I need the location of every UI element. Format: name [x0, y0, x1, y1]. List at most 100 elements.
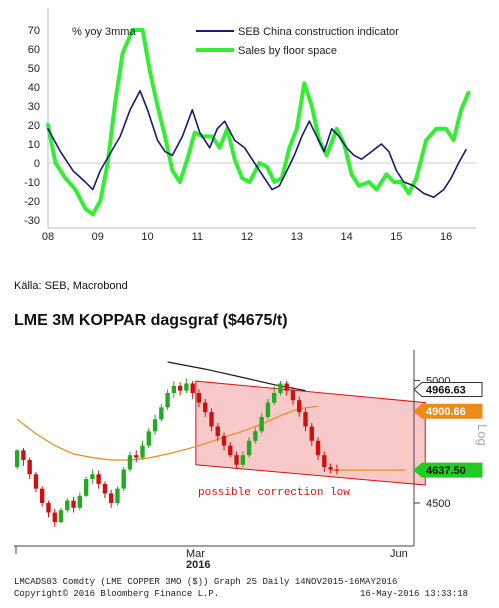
candle — [228, 442, 233, 458]
candle-body — [253, 431, 258, 441]
candle — [265, 399, 271, 420]
candle-body — [108, 493, 114, 503]
candle — [315, 437, 321, 460]
candle — [159, 403, 164, 422]
candle — [71, 497, 76, 513]
x-label-jun: Jun — [390, 548, 408, 560]
candle — [259, 413, 264, 434]
candle-body — [177, 385, 183, 391]
candle — [77, 492, 83, 511]
x-tick-label: 08 — [42, 231, 54, 243]
candle-body — [171, 385, 177, 394]
price-label-text: 4900.66 — [426, 406, 466, 418]
candle — [303, 408, 308, 432]
candle — [58, 507, 64, 524]
candle — [121, 467, 126, 492]
candle — [90, 469, 95, 484]
candle-body — [52, 512, 57, 523]
candle-body — [215, 426, 220, 437]
candle — [65, 498, 70, 513]
x-tick-label: 16 — [440, 231, 452, 243]
candle-body — [146, 431, 151, 446]
candle-body — [240, 455, 246, 465]
candle-body — [278, 383, 283, 394]
candle — [221, 432, 227, 451]
candle — [33, 471, 39, 493]
y-tick-label: 10 — [28, 139, 40, 151]
candle-body — [315, 440, 321, 456]
candle-body — [190, 383, 195, 394]
unit-label: % yoy 3mma — [72, 26, 136, 38]
price-flag — [413, 462, 483, 478]
candle-body — [33, 474, 39, 489]
candle — [240, 451, 246, 468]
lme-copper-chart: Mar Jun 2016 50004966.634900.664637.5045… — [0, 340, 499, 608]
candle — [165, 389, 170, 410]
candle — [290, 387, 296, 405]
candle-body — [77, 495, 83, 508]
candle — [297, 396, 302, 417]
correction-annotation: possible correction low — [198, 487, 350, 499]
footer-line-1: LMCADS03 Comdty (LME COPPER 3MO ($)) Gra… — [14, 577, 397, 587]
candle-body — [140, 445, 145, 458]
candle-body — [196, 393, 202, 403]
candle — [309, 422, 314, 446]
y-tick-label: 0 — [34, 158, 40, 170]
candle — [140, 440, 145, 460]
candle — [52, 508, 57, 527]
candle — [209, 408, 214, 432]
x-tick-label: 15 — [390, 231, 402, 243]
candle — [234, 451, 239, 470]
candle-body — [334, 469, 340, 471]
price-label: 4966.63 — [413, 381, 483, 397]
y-tick-label: 20 — [28, 120, 40, 132]
y-tick-label: -30 — [24, 215, 40, 227]
candle-body — [203, 402, 208, 413]
candle-body — [65, 500, 70, 511]
price-label: 4900.66 — [413, 403, 483, 419]
candle — [215, 422, 220, 441]
candle-body — [265, 402, 271, 417]
candle-body — [121, 469, 126, 489]
y-tick-label: 60 — [28, 44, 40, 56]
candle — [96, 470, 101, 489]
price-label-text: 4637.50 — [426, 465, 466, 477]
y-tick-label: 70 — [28, 25, 40, 37]
source-caption: Källa: SEB, Macrobond — [14, 280, 128, 292]
price-label: 4637.50 — [413, 462, 483, 478]
candle-body — [96, 474, 101, 484]
candle — [253, 427, 258, 444]
candle — [196, 389, 202, 408]
y-tick-label: 40 — [28, 82, 40, 94]
candle-body — [27, 459, 32, 475]
candle-body — [165, 393, 170, 408]
candle — [328, 463, 333, 474]
price-label: 4500 — [414, 498, 450, 510]
price-label-text: 4966.63 — [426, 384, 466, 396]
candle — [177, 382, 183, 396]
candle — [14, 449, 20, 470]
candle-body — [159, 407, 164, 420]
candle-body — [58, 510, 64, 523]
candle — [127, 451, 133, 472]
x-tick-label: 11 — [192, 231, 203, 243]
series-line-construction — [47, 90, 467, 198]
candle — [190, 381, 195, 399]
candle-body — [322, 455, 327, 468]
candle-body — [246, 440, 252, 456]
series-lines — [46, 28, 471, 217]
candle — [83, 476, 89, 497]
candle — [322, 451, 327, 472]
candle — [27, 457, 32, 480]
candle — [134, 450, 139, 463]
candle — [108, 489, 114, 508]
candle-body — [284, 383, 289, 391]
x-tick-label: 12 — [241, 231, 253, 243]
price-label-text: 4500 — [426, 498, 450, 510]
candle — [46, 500, 51, 518]
candle — [171, 381, 177, 398]
candle-body — [83, 479, 89, 496]
candle-body — [90, 474, 95, 480]
y-axis-ticks: 70 60 50 40 30 20 10 0 -10 -20 -30 — [24, 25, 40, 227]
